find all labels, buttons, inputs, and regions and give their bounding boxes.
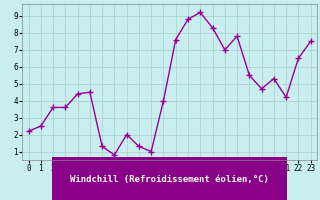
- X-axis label: Windchill (Refroidissement éolien,°C): Windchill (Refroidissement éolien,°C): [70, 175, 269, 184]
